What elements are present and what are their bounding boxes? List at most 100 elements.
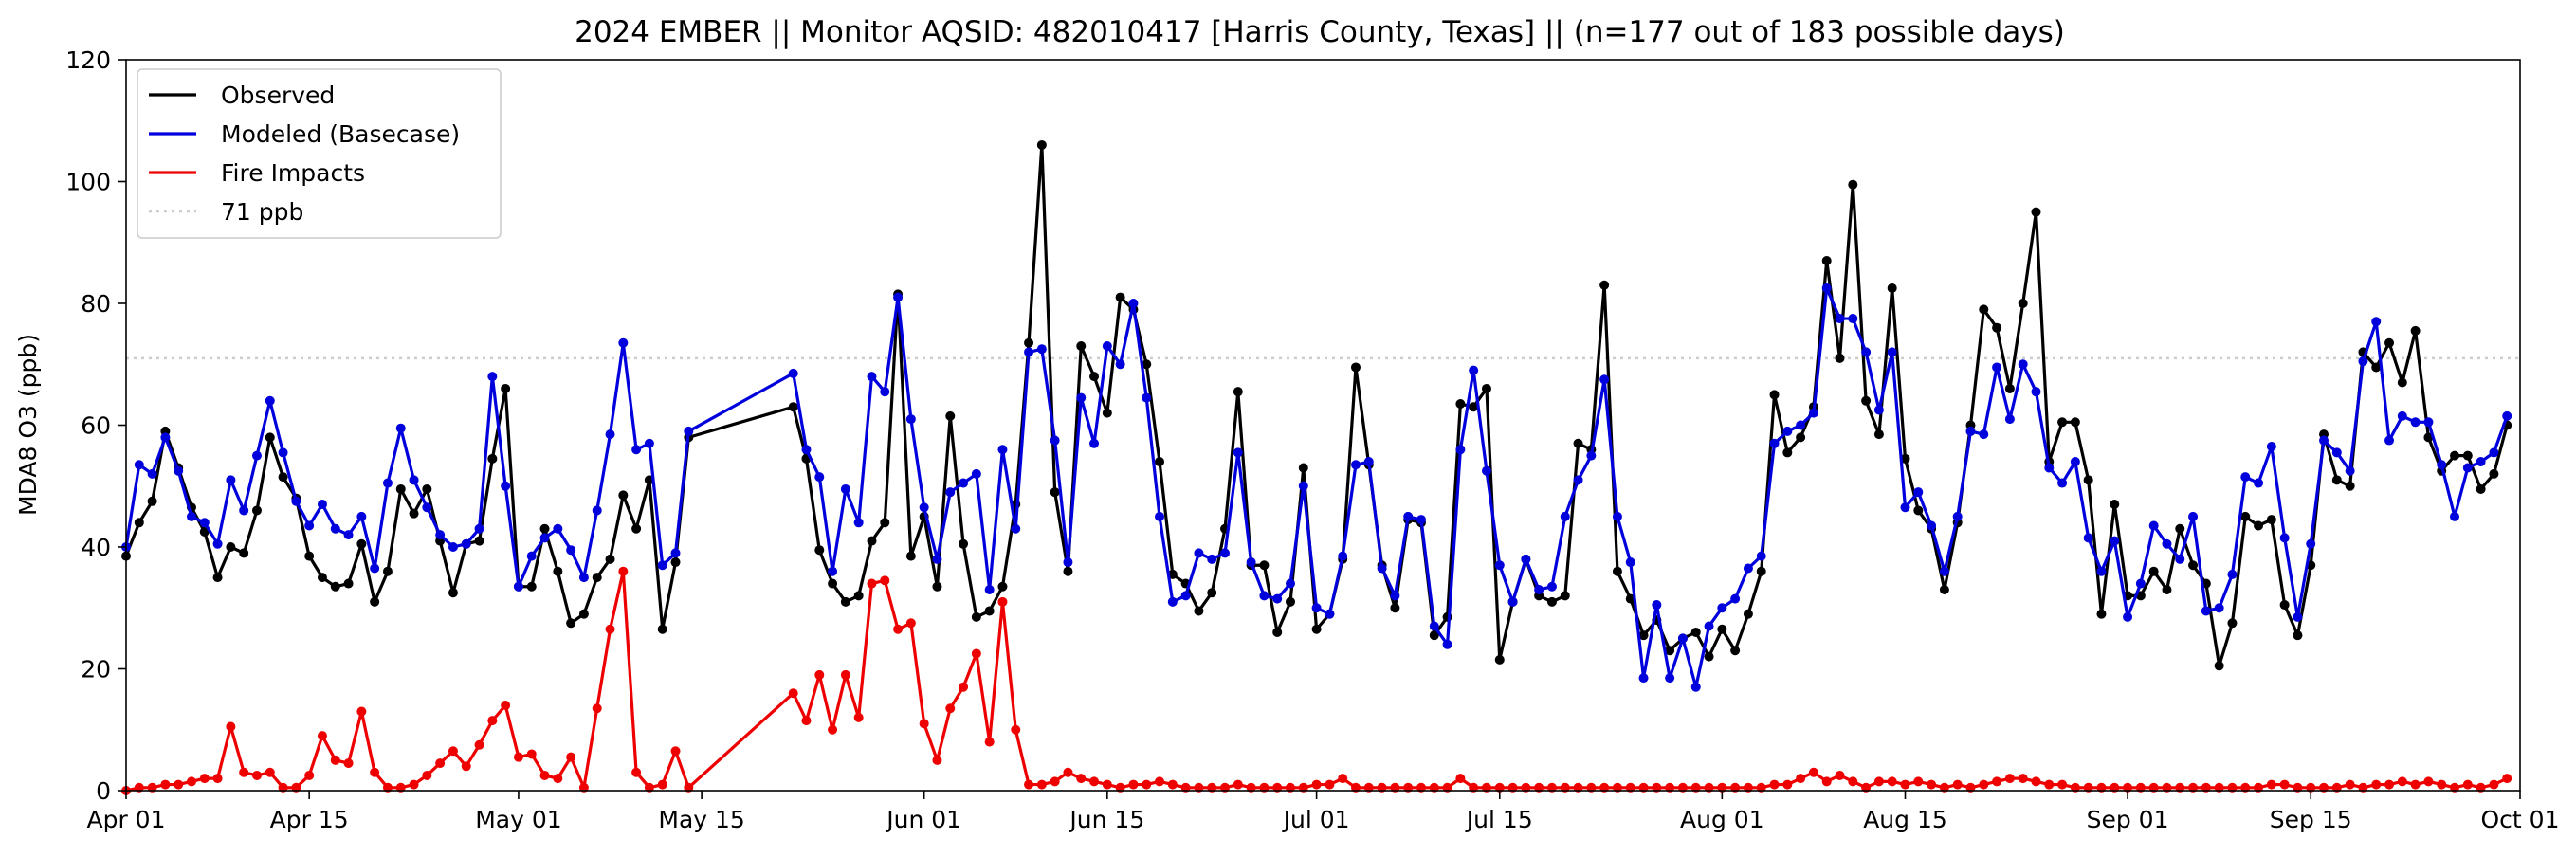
data-point [265,432,275,443]
data-point [997,581,1008,592]
data-point [239,505,249,516]
data-point [2293,611,2303,622]
data-point [1207,554,1217,564]
data-point [1887,776,1897,787]
data-point [2004,414,2015,425]
chart-title: 2024 EMBER || Monitor AQSID: 482010417 [… [575,15,2065,49]
data-point [1560,511,1570,521]
data-point [526,749,537,759]
data-point [1507,596,1518,607]
data-point [2279,779,2290,790]
data-point [1115,292,1125,302]
data-point [539,523,550,534]
data-point [1142,359,1152,370]
data-point [905,414,916,425]
data-point [226,542,236,552]
data-point [147,468,157,479]
data-point [905,618,916,629]
data-point [1652,600,1662,611]
data-point [2502,410,2512,421]
data-point [1835,314,1845,324]
data-point [1363,457,1374,467]
data-point [2175,554,2185,564]
data-point [578,573,589,583]
data-point [945,410,956,421]
legend-label-fire-impacts: Fire Impacts [221,159,365,187]
data-point [2162,584,2172,594]
data-point [840,596,850,607]
data-point [1835,353,1845,363]
data-point [1690,627,1701,637]
data-point [2044,463,2055,473]
data-point [2083,475,2093,485]
data-point [657,624,667,634]
data-point [2476,457,2486,467]
data-point [1796,432,1806,443]
data-point [814,545,825,556]
data-point [2384,779,2395,790]
data-point [2031,207,2041,217]
data-point [971,468,981,479]
data-point [1180,591,1191,601]
data-point [2083,533,2093,543]
data-point [1481,383,1491,393]
legend-label-71-ppb: 71 ppb [221,198,303,226]
data-point [1665,646,1675,656]
data-point [422,770,432,780]
data-point [670,557,681,568]
data-point [1848,179,1858,190]
x-tick-label: Apr 01 [86,806,165,833]
data-point [1796,420,1806,430]
data-point [788,368,798,378]
data-point [853,518,864,528]
data-point [2502,774,2512,784]
data-point [1011,724,1021,735]
data-point [1442,639,1452,649]
data-point [174,465,184,476]
data-point [801,445,812,455]
data-point [2135,578,2146,589]
data-point [971,611,981,622]
data-point [1743,609,1753,619]
data-point [1311,603,1322,613]
data-point [1024,337,1034,348]
data-point [1115,359,1125,370]
data-point [1756,566,1766,576]
data-point [1796,774,1806,784]
data-point [2462,463,2473,473]
data-point [1821,283,1832,293]
data-point [1927,779,1937,790]
data-point [343,578,354,589]
data-point [1142,392,1152,403]
data-point [1142,779,1152,790]
data-point [657,779,667,790]
y-tick-label: 120 [65,46,111,74]
data-point [174,779,184,790]
data-point [2306,538,2316,549]
data-point [1677,633,1688,644]
data-point [265,395,275,406]
data-point [553,566,563,576]
data-point [199,518,210,528]
data-point [788,688,798,699]
data-point [317,731,327,741]
data-point [618,337,629,348]
data-point [1704,651,1714,662]
data-point [1927,520,1937,531]
data-point [2004,383,2015,393]
y-tick-label: 40 [81,534,111,561]
data-point [1939,566,1949,576]
data-point [684,426,694,436]
series-line-observed [124,143,2509,667]
data-point [1429,621,1439,631]
data-point [1861,395,1872,406]
data-point [409,475,419,485]
data-point [2070,457,2080,467]
data-point [409,779,419,790]
x-tick-label: May 15 [658,806,744,833]
data-point [1717,603,1727,613]
data-point [1259,560,1270,571]
data-point [526,581,537,592]
plot-area: 0 20 40 60 80 100 120 Apr 01 Apr 15 May 01 May 15 J… [65,46,2559,833]
data-point [2489,468,2499,479]
